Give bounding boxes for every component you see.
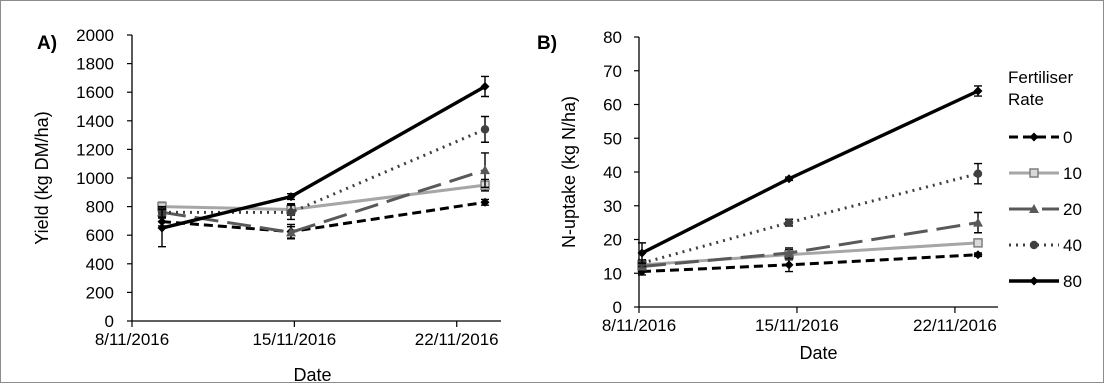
data-point-40-b <box>784 218 794 227</box>
y-tick-label-b: 30 <box>603 197 622 216</box>
y-tick-label-b: 40 <box>603 163 622 182</box>
series-20-b <box>637 211 983 271</box>
x-tick-label-a: 8/11/2016 <box>95 330 169 349</box>
x-axis-title-b: Date <box>799 343 837 363</box>
data-point-80-b <box>973 86 983 96</box>
data-point-20-a <box>286 227 296 237</box>
series-80-b <box>637 85 983 264</box>
legend-label-10: 10 <box>1063 164 1082 183</box>
legend-marker-0 <box>1029 132 1039 142</box>
y-tick-label-b: 20 <box>603 231 622 250</box>
y-tick-label-a: 400 <box>86 255 114 274</box>
data-point-20-b <box>784 248 794 257</box>
data-point-40-b <box>973 169 983 178</box>
legend-item-0: 0 <box>1009 128 1072 147</box>
legend-label-80: 80 <box>1063 272 1082 291</box>
data-point-40-a <box>286 208 296 217</box>
legend-title-line2: Rate <box>1008 90 1044 109</box>
data-point-20-a <box>480 165 490 175</box>
legend-item-40: 40 <box>1009 236 1082 255</box>
legend-marker-40 <box>1029 240 1039 250</box>
y-tick-label-b: 70 <box>603 62 622 81</box>
y-tick-label-a: 1200 <box>76 140 114 159</box>
series-line-40-b <box>641 172 979 265</box>
data-point-80-a <box>286 192 296 202</box>
legend-item-10: 10 <box>1009 164 1082 183</box>
y-tick-label-a: 600 <box>86 226 114 245</box>
x-tick-label-b: 15/11/2016 <box>755 316 839 335</box>
legend-label-40: 40 <box>1063 236 1082 255</box>
data-point-40-a <box>480 125 490 134</box>
x-tick-label-b: 22/11/2016 <box>913 316 997 335</box>
x-tick-label-a: 22/11/2016 <box>415 330 499 349</box>
series-40-a <box>157 115 490 221</box>
y-tick-label-a: 1800 <box>76 55 114 74</box>
y-tick-label-b: 0 <box>613 298 622 317</box>
legend-items: 0 10 20 40 80 <box>1009 128 1082 291</box>
y-tick-label-a: 1600 <box>76 83 114 102</box>
data-point-0-b <box>973 250 983 260</box>
legend-label-0: 0 <box>1063 128 1072 147</box>
y-tick-label-a: 2000 <box>76 26 114 45</box>
legend: Fertiliser Rate 0 10 20 40 80 <box>1008 68 1082 291</box>
legend-title-line1: Fertiliser <box>1008 68 1074 87</box>
data-point-20-b <box>973 217 983 227</box>
legend-marker-10 <box>1029 168 1039 178</box>
series-40-b <box>637 162 983 268</box>
data-point-80-b <box>637 248 647 258</box>
y-tick-label-b: 50 <box>603 129 622 148</box>
y-tick-label-a: 800 <box>86 198 114 217</box>
legend-marker-80 <box>1029 276 1039 286</box>
y-tick-label-a: 0 <box>105 312 114 331</box>
y-axis-title-a: Yield (kg DM/ha) <box>32 111 52 244</box>
data-point-80-a <box>480 81 490 91</box>
legend-label-20: 20 <box>1063 200 1082 219</box>
y-axis-title-b: N-uptake (kg N/ha) <box>559 96 579 248</box>
series-line-40-a <box>162 128 486 214</box>
y-tick-label-a: 200 <box>86 283 114 302</box>
data-point-0-b <box>784 260 794 270</box>
series-80-a <box>157 75 490 248</box>
panel-label-a: A) <box>37 33 57 54</box>
panel-a: A) 0 200 400 600 800 1000 1200 1400 1600 1800 2000 8… <box>32 26 501 385</box>
data-point-10-b <box>973 238 983 248</box>
x-axis-title-a: Date <box>293 365 331 382</box>
y-tick-label-b: 60 <box>603 96 622 115</box>
data-point-80-b <box>784 174 794 184</box>
y-tick-label-b: 10 <box>603 264 622 283</box>
series-line-80-b <box>641 89 979 255</box>
y-tick-label-b: 80 <box>603 28 622 47</box>
x-tick-label-b: 8/11/2016 <box>602 316 676 335</box>
panel-label-b: B) <box>537 33 557 54</box>
y-tick-label-a: 1000 <box>76 169 114 188</box>
legend-marker-20 <box>1029 204 1039 213</box>
data-point-0-a <box>480 197 490 207</box>
y-tick-label-a: 1400 <box>76 112 114 131</box>
data-point-80-a <box>157 223 167 233</box>
legend-item-20: 20 <box>1009 200 1082 219</box>
x-tick-label-a: 15/11/2016 <box>252 330 336 349</box>
legend-item-80: 80 <box>1009 272 1082 291</box>
series-line-10-a <box>161 183 486 211</box>
panel-b: B) 0 10 20 30 40 50 60 70 80 8/11/2016 15/11/2016 22… <box>537 28 998 363</box>
